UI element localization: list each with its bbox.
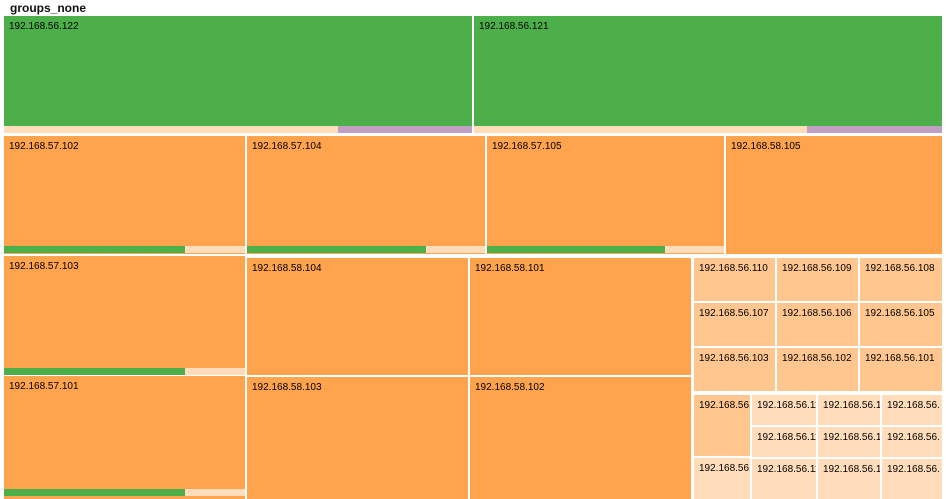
summary-bar-segment	[338, 126, 472, 133]
treemap-node[interactable]: 192.168.56.108	[860, 258, 942, 301]
treemap-node[interactable]: 192.168.56.115	[752, 427, 816, 457]
page-title: groups_none	[10, 1, 87, 15]
treemap-node[interactable]: 192.168.56.	[882, 395, 942, 425]
node-label: 192.168.56.102	[782, 353, 852, 364]
treemap-node[interactable]: 192.168.56.118	[818, 459, 880, 499]
node-label: 192.168.56.103	[699, 353, 769, 364]
treemap-node[interactable]: 192.168.56.105	[860, 303, 942, 346]
treemap-node[interactable]: 192.168.58.105	[726, 136, 942, 254]
treemap-node[interactable]: 192.168.56.122	[4, 16, 472, 126]
treemap-node[interactable]: 192.168.56.1	[694, 395, 750, 456]
treemap: 192.168.56.122 192.168.56.121 192.168.57.1…	[0, 16, 946, 499]
treemap-node[interactable]: 192.168.56.116	[752, 459, 816, 499]
summary-bar-segment	[185, 368, 245, 375]
treemap-node[interactable]: 192.168.57.102	[4, 136, 245, 254]
treemap-node[interactable]: 192.168.56.111	[694, 458, 750, 499]
treemap-node[interactable]: 192.168.56.109	[777, 258, 858, 301]
node-label: 192.168.56.113	[823, 400, 880, 411]
summary-bar-segment	[4, 368, 185, 375]
summary-bar-segment	[474, 126, 807, 133]
node-label: 192.168.56.1	[699, 400, 750, 411]
treemap-node[interactable]: 192.168.58.104	[247, 258, 468, 375]
treemap-node[interactable]: 192.168.56.106	[777, 303, 858, 346]
summary-bar-segment	[807, 126, 942, 133]
treemap-node[interactable]: 192.168.57.103	[4, 256, 245, 374]
node-label: 192.168.58.103	[252, 382, 322, 393]
treemap-node[interactable]: 192.168.56.101	[860, 348, 942, 391]
node-label: 192.168.56.112	[757, 400, 816, 411]
treemap-node[interactable]: 192.168.56.110	[694, 258, 775, 301]
node-label: 192.168.56.106	[782, 308, 852, 319]
node-label: 192.168.57.101	[9, 381, 79, 392]
node-label: 192.168.57.102	[9, 141, 79, 152]
node-label: 192.168.56.109	[782, 263, 852, 274]
node-label: 192.168.56.101	[865, 353, 935, 364]
treemap-node[interactable]: 192.168.58.102	[470, 377, 691, 499]
node-label: 192.168.56.	[887, 400, 940, 411]
node-label: 192.168.56.105	[865, 308, 935, 319]
treemap-node[interactable]: 192.168.56.117	[818, 427, 880, 457]
node-label: 192.168.56.122	[9, 21, 79, 32]
node-label: 192.168.56.115	[757, 432, 816, 443]
treemap-node[interactable]: 192.168.58.101	[470, 258, 691, 375]
treemap-node[interactable]: 192.168.57.105	[487, 136, 724, 254]
treemap-node[interactable]: 192.168.56.	[882, 427, 942, 457]
treemap-node[interactable]: 192.168.57.104	[247, 136, 485, 254]
node-label: 192.168.56.110	[699, 263, 768, 274]
node-label: 192.168.58.101	[475, 263, 545, 274]
node-label: 192.168.57.105	[492, 141, 562, 152]
treemap-node[interactable]: 192.168.57.101	[4, 376, 245, 499]
node-label: 192.168.56.107	[699, 308, 769, 319]
summary-bar-segment	[247, 246, 426, 253]
treemap-node[interactable]: 192.168.56.112	[752, 395, 816, 425]
treemap-node[interactable]: 192.168.56.	[882, 459, 942, 499]
node-label: 192.168.58.105	[731, 141, 801, 152]
summary-bar-segment	[4, 126, 338, 133]
treemap-node[interactable]: 192.168.56.103	[694, 348, 775, 391]
node-label: 192.168.56.116	[757, 464, 816, 475]
summary-bar-segment	[185, 489, 245, 496]
node-label: 192.168.58.104	[252, 263, 322, 274]
treemap-node[interactable]: 192.168.58.103	[247, 377, 468, 499]
node-label: 192.168.56.121	[479, 21, 549, 32]
summary-bar-segment	[426, 246, 485, 253]
summary-bar-segment	[4, 489, 185, 496]
node-label: 192.168.57.103	[9, 261, 79, 272]
node-label: 192.168.56.	[887, 464, 940, 475]
summary-bar-segment	[185, 246, 245, 253]
treemap-node[interactable]: 192.168.56.121	[474, 16, 942, 126]
summary-bar-segment	[487, 246, 665, 253]
node-label: 192.168.56.118	[823, 464, 880, 475]
treemap-node[interactable]: 192.168.56.113	[818, 395, 880, 425]
node-label: 192.168.56.111	[699, 463, 750, 474]
node-label: 192.168.56.108	[865, 263, 935, 274]
node-label: 192.168.58.102	[475, 382, 545, 393]
treemap-node[interactable]: 192.168.56.102	[777, 348, 858, 391]
summary-bar-segment	[665, 246, 724, 253]
summary-bar-segment	[4, 246, 185, 253]
node-label: 192.168.57.104	[252, 141, 322, 152]
treemap-node[interactable]: 192.168.56.107	[694, 303, 775, 346]
node-label: 192.168.56.117	[823, 432, 880, 443]
node-label: 192.168.56.	[887, 432, 940, 443]
